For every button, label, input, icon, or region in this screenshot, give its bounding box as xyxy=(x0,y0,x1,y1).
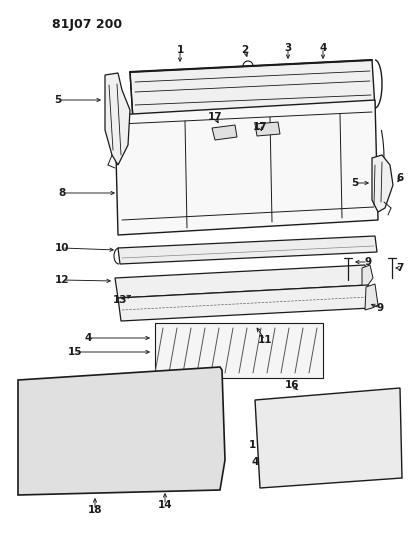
Polygon shape xyxy=(155,323,322,378)
Text: 81J07 200: 81J07 200 xyxy=(52,18,122,31)
Text: 7: 7 xyxy=(396,263,403,273)
Text: 11: 11 xyxy=(257,335,272,345)
Polygon shape xyxy=(364,284,377,310)
Polygon shape xyxy=(254,122,279,136)
Text: 1: 1 xyxy=(248,440,255,450)
Text: 17: 17 xyxy=(207,112,222,122)
Text: 2: 2 xyxy=(241,45,248,55)
Text: 14: 14 xyxy=(157,500,172,510)
Polygon shape xyxy=(254,388,401,488)
Polygon shape xyxy=(130,60,374,120)
Polygon shape xyxy=(18,367,225,495)
Text: 9: 9 xyxy=(364,257,371,267)
Polygon shape xyxy=(105,73,130,165)
Text: 13: 13 xyxy=(112,295,127,305)
Text: 6: 6 xyxy=(396,173,402,183)
Text: 5: 5 xyxy=(351,178,358,188)
Text: 4: 4 xyxy=(84,333,92,343)
Text: 8: 8 xyxy=(58,188,65,198)
Text: 4: 4 xyxy=(319,43,326,53)
Polygon shape xyxy=(118,236,376,264)
Text: 9: 9 xyxy=(375,303,383,313)
Text: 3: 3 xyxy=(284,43,291,53)
Text: 17: 17 xyxy=(252,122,267,132)
Text: 4: 4 xyxy=(251,457,258,467)
Text: 10: 10 xyxy=(55,243,69,253)
Text: 15: 15 xyxy=(67,347,82,357)
Text: 12: 12 xyxy=(55,275,69,285)
Polygon shape xyxy=(115,100,377,235)
Polygon shape xyxy=(115,265,367,298)
Text: 5: 5 xyxy=(54,95,61,105)
Polygon shape xyxy=(361,265,372,288)
Text: 1: 1 xyxy=(176,45,183,55)
Polygon shape xyxy=(118,285,370,321)
Polygon shape xyxy=(211,125,236,140)
Text: 18: 18 xyxy=(88,505,102,515)
Polygon shape xyxy=(371,155,392,212)
Text: 16: 16 xyxy=(284,380,299,390)
